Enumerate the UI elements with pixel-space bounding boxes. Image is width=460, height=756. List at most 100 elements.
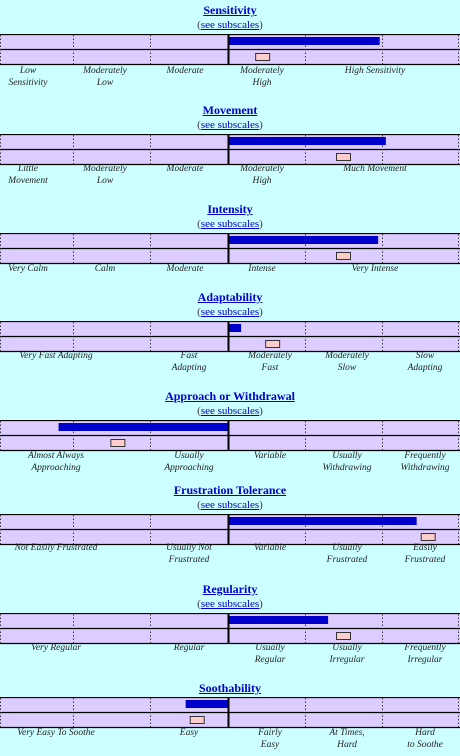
scale-label-line: Very Intense (351, 264, 399, 274)
regularity-subscales-link[interactable]: see subscales (200, 598, 260, 610)
scale-label-line: Low (96, 175, 114, 186)
adaptability-subscales: (see subscales) (0, 306, 460, 318)
adaptability-scale-label: Slow Adapting (379, 351, 460, 374)
scale-label-line: Slow (415, 351, 435, 361)
reference-row (0, 629, 460, 643)
scale-label-line: Hard (337, 739, 357, 750)
adaptability-subscales-link[interactable]: see subscales (200, 306, 260, 318)
paren-close: ) (259, 306, 263, 318)
intensity-subscales-link[interactable]: see subscales (200, 218, 260, 230)
scale-label-line: Withdrawing (322, 462, 372, 473)
scale-label-line: Frequently (404, 451, 446, 461)
reference-marker (336, 632, 351, 640)
soothability-scale-label: Easy (143, 728, 235, 740)
frustration-tolerance-subscales-link[interactable]: see subscales (200, 499, 260, 511)
sensitivity-subscales-link[interactable]: see subscales (200, 19, 260, 31)
movement-scale-label: Little Movement (0, 164, 74, 187)
adaptability-scale-label: Moderately Slow (301, 351, 393, 374)
adaptability-scale-label: Fast Adapting (143, 351, 235, 374)
sensitivity-scale-label: Moderately Low (59, 66, 151, 89)
score-bar (228, 236, 379, 244)
regularity-scale-label: Frequently Irregular (379, 643, 460, 666)
scale-label-line: Moderately (83, 164, 127, 174)
scale-label-line: Easy (179, 728, 199, 738)
paren-open: ( (197, 119, 201, 131)
scale-label-line: Approaching (164, 462, 214, 473)
adaptability-title-link[interactable]: Adaptability (197, 290, 263, 304)
movement-subscales-link[interactable]: see subscales (200, 119, 260, 131)
scale-label-line: Not Easily Frustrated (14, 543, 98, 553)
scale-label-line: Moderately (325, 351, 369, 361)
paren-open: ( (197, 19, 201, 31)
scale-label-line: Moderate (166, 164, 204, 174)
approach-or-withdrawal-subscales-link[interactable]: see subscales (200, 405, 260, 417)
adaptability-scale-label: Moderately Fast (224, 351, 316, 374)
regularity-title-link[interactable]: Regularity (202, 582, 258, 596)
intensity-chart (0, 233, 460, 265)
intensity-scale-label: Calm (59, 264, 151, 276)
scale-label-line: Usually (332, 451, 362, 461)
scale-label-line: Little (17, 164, 39, 174)
soothability-scale-label: At Times, Hard (301, 728, 393, 751)
movement-title-link[interactable]: Movement (202, 103, 258, 117)
scale-label-line: Withdrawing (400, 462, 450, 473)
approach-or-withdrawal-scale-label: Frequently Withdrawing (379, 451, 460, 474)
reference-row (0, 150, 460, 164)
intensity-title-link[interactable]: Intensity (207, 202, 253, 216)
soothability-scale-label: Hard to Soothe (379, 728, 460, 751)
scale-label-line: to Soothe (407, 739, 443, 750)
sensitivity-scale-label: Moderately High (216, 66, 308, 89)
scale-label-line: Variable (253, 451, 287, 461)
scale-label-line: Adapting (171, 362, 207, 373)
score-bar (228, 517, 417, 525)
frustration-tolerance-scale-label: Variable (224, 543, 316, 555)
paren-open: ( (197, 598, 201, 610)
scale-label-line: Calm (94, 264, 116, 274)
regularity-chart (0, 613, 460, 645)
regularity-subscales: (see subscales) (0, 598, 460, 610)
scale-label-line: Regular (173, 643, 205, 653)
reference-row (0, 713, 460, 727)
intensity-scale-label: Very Calm (0, 264, 74, 276)
scale-label-line: Moderately (83, 66, 127, 76)
scale-label-line: Very Regular (31, 643, 81, 653)
approach-or-withdrawal-scale-label: Almost Always Approaching (10, 451, 102, 474)
score-bar (228, 616, 329, 624)
scale-label-line: Moderately (240, 164, 284, 174)
scale-label-line: Easy (260, 739, 280, 750)
reference-marker (336, 153, 351, 161)
regularity-scale-label: Very Regular (10, 643, 102, 655)
scale-label-line: Low (96, 77, 114, 88)
scale-label-line: Low (19, 66, 37, 76)
soothability-title-link[interactable]: Soothability (198, 681, 261, 695)
scale-label-line: Variable (253, 543, 287, 553)
paren-open: ( (197, 218, 201, 230)
paren-open: ( (197, 499, 201, 511)
movement-scale-label: Moderate (139, 164, 231, 176)
soothability-chart (0, 697, 460, 729)
scale-label-line: Irregular (407, 654, 443, 665)
scale-label-line: Much Movement (343, 164, 407, 174)
sensitivity-scale-label: Low Sensitivity (0, 66, 74, 89)
scale-label-line: Fairly (258, 728, 282, 738)
frustration-tolerance-subscales: (see subscales) (0, 499, 460, 511)
approach-or-withdrawal-scale-label: Usually Withdrawing (301, 451, 393, 474)
scale-label-line: Moderate (166, 66, 204, 76)
scale-label-line: Slow (337, 362, 357, 373)
scale-label-line: Frustrated (326, 554, 368, 565)
scale-label-line: Irregular (329, 654, 365, 665)
frustration-tolerance-title-link[interactable]: Frustration Tolerance (173, 483, 287, 497)
adaptability-scale-label: Very Fast Adapting (10, 351, 102, 363)
intensity-scale-label: Moderate (139, 264, 231, 276)
scale-label-line: Usually (332, 643, 362, 653)
score-bar (185, 700, 228, 708)
approach-or-withdrawal-subscales: (see subscales) (0, 405, 460, 417)
score-bar (228, 37, 380, 45)
soothability-scale-label: Fairly Easy (224, 728, 316, 751)
scale-label-line: Usually (255, 643, 285, 653)
approach-or-withdrawal-title-link[interactable]: Approach or Withdrawal (165, 389, 295, 403)
score-row (0, 698, 460, 712)
scale-label-line: Sensitivity (8, 77, 48, 88)
sensitivity-title-link[interactable]: Sensitivity (203, 3, 257, 17)
reference-marker (189, 716, 205, 724)
